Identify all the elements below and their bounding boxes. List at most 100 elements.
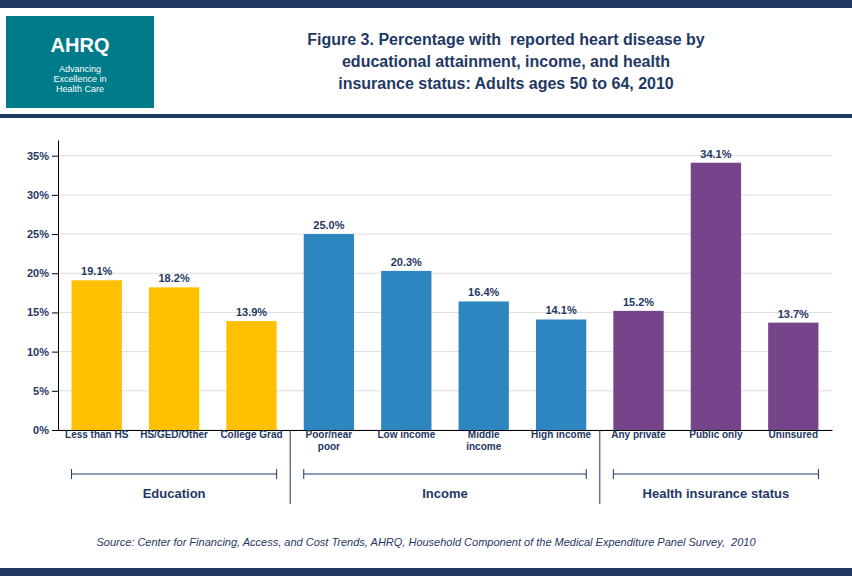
x-axis: Less than HS HS/GED/Other College Grad Poor… <box>59 429 833 452</box>
y-tick: 35% <box>27 150 58 162</box>
data-label: 16.4% <box>468 286 499 298</box>
bar <box>149 287 199 430</box>
x-tick: Middleincome <box>466 429 501 452</box>
data-label: 20.3% <box>391 256 422 268</box>
group-separator <box>290 430 291 504</box>
data-label: 13.7% <box>778 308 809 320</box>
data-label: 15.2% <box>623 296 654 308</box>
data-label: 19.1% <box>81 265 112 277</box>
grid <box>58 156 832 430</box>
bar <box>72 280 122 430</box>
groups: Education Income Health insurance status <box>72 430 819 504</box>
y-tick: 20% <box>27 267 58 279</box>
bar <box>536 319 586 430</box>
group-bracket-end <box>613 469 614 479</box>
text-line: educational attainment, income, and heal… <box>342 53 670 70</box>
group-bracket-end <box>586 469 587 479</box>
x-tick-label: Middleincome <box>466 429 501 452</box>
y-tick: 10% <box>27 346 58 358</box>
y-tick: 25% <box>27 228 58 240</box>
group-bracket-end <box>71 469 72 479</box>
bar <box>226 321 276 430</box>
text-line: income <box>466 441 501 452</box>
x-tick: Public only <box>689 429 743 440</box>
bar <box>381 271 431 430</box>
bottom-border <box>0 568 852 576</box>
text-line: College Grad <box>220 429 282 440</box>
data-labels: 19.1% 18.2% 13.9% 25.0% 20.3% 16.4% 14.1% 15.2%… <box>81 148 809 320</box>
text-line: HS/GED/Other <box>140 429 208 440</box>
x-tick: Any private <box>611 429 666 440</box>
logo-subtitle: AdvancingExcellence inHealth Care <box>53 64 106 94</box>
text-line: Poor/near <box>306 429 353 440</box>
text-line: Uninsured <box>769 429 818 440</box>
y-tick-mark <box>52 430 58 431</box>
data-label: 18.2% <box>158 272 189 284</box>
y-tick: 0% <box>33 424 58 436</box>
bar <box>613 311 663 430</box>
x-tick: Poor/nearpoor <box>306 429 353 452</box>
text-line: Low income <box>377 429 435 440</box>
data-label: 14.1% <box>545 304 576 316</box>
x-tick-label: Public only <box>689 429 743 440</box>
y-tick-mark <box>52 352 58 353</box>
y-tick-label: 15% <box>27 306 49 318</box>
source: Source: Center for Financing, Access, an… <box>96 536 756 548</box>
top-border <box>0 0 852 8</box>
x-tick-label: High income <box>531 429 591 440</box>
y-tick: 15% <box>27 306 58 318</box>
chart: AHRQ AdvancingExcellence inHealth Care Fig… <box>0 0 852 576</box>
y-tick-mark <box>52 234 58 235</box>
group-label: Education <box>143 486 206 501</box>
group-separator <box>599 430 600 504</box>
y-tick-mark <box>52 273 58 274</box>
y-tick: 30% <box>27 189 58 201</box>
plot: 19.1% 18.2% 13.9% 25.0% 20.3% 16.4% 14.1% 15.2%… <box>27 141 833 505</box>
logo-title: AHRQ <box>51 34 110 56</box>
text-line: Health Care <box>56 84 104 94</box>
x-tick-label: Uninsured <box>769 429 818 440</box>
x-tick: Uninsured <box>769 429 818 440</box>
y-axis: 0% 5% 10% 15% 20% 25% 30% 35% <box>27 141 59 437</box>
group-label: Income <box>422 486 468 501</box>
text-line: Less than HS <box>65 429 129 440</box>
y-tick-mark <box>52 391 58 392</box>
x-tick-label: College Grad <box>220 429 282 440</box>
y-tick-mark <box>52 156 58 157</box>
text-line: Middle <box>468 429 500 440</box>
y-tick-label: 35% <box>27 150 49 162</box>
bar <box>304 234 354 430</box>
x-tick-label: Low income <box>377 429 435 440</box>
x-tick-label: Less than HS <box>65 429 129 440</box>
data-label: 34.1% <box>700 148 731 160</box>
x-tick: HS/GED/Other <box>140 429 208 440</box>
bars <box>72 163 819 430</box>
x-tick: Low income <box>377 429 435 440</box>
bar <box>691 163 741 430</box>
x-tick: Less than HS <box>65 429 129 440</box>
y-tick-label: 0% <box>33 424 49 436</box>
y-tick-label: 20% <box>27 267 49 279</box>
data-label: 13.9% <box>236 306 267 318</box>
group-bracket-end <box>303 469 304 479</box>
title: Figure 3. Percentage with reported heart… <box>307 31 705 92</box>
group-bracket <box>72 474 277 475</box>
y-tick-label: 25% <box>27 228 49 240</box>
text-line: High income <box>531 429 591 440</box>
group-bracket <box>613 474 818 475</box>
group-bracket-end <box>276 469 277 479</box>
y-tick: 5% <box>33 385 58 397</box>
logo-box <box>6 16 154 108</box>
x-tick-label: Any private <box>611 429 666 440</box>
group-bracket <box>304 474 587 475</box>
group-bracket-end <box>818 469 819 479</box>
x-tick-label: HS/GED/Other <box>140 429 208 440</box>
header-line <box>0 114 852 118</box>
text-line: poor <box>318 441 340 452</box>
text-line: insurance status: Adults ages 50 to 64, … <box>338 75 674 92</box>
data-label: 25.0% <box>313 219 344 231</box>
group-label: Health insurance status <box>643 486 790 501</box>
y-tick-label: 10% <box>27 346 49 358</box>
text-line: Any private <box>611 429 666 440</box>
x-tick: High income <box>531 429 591 440</box>
